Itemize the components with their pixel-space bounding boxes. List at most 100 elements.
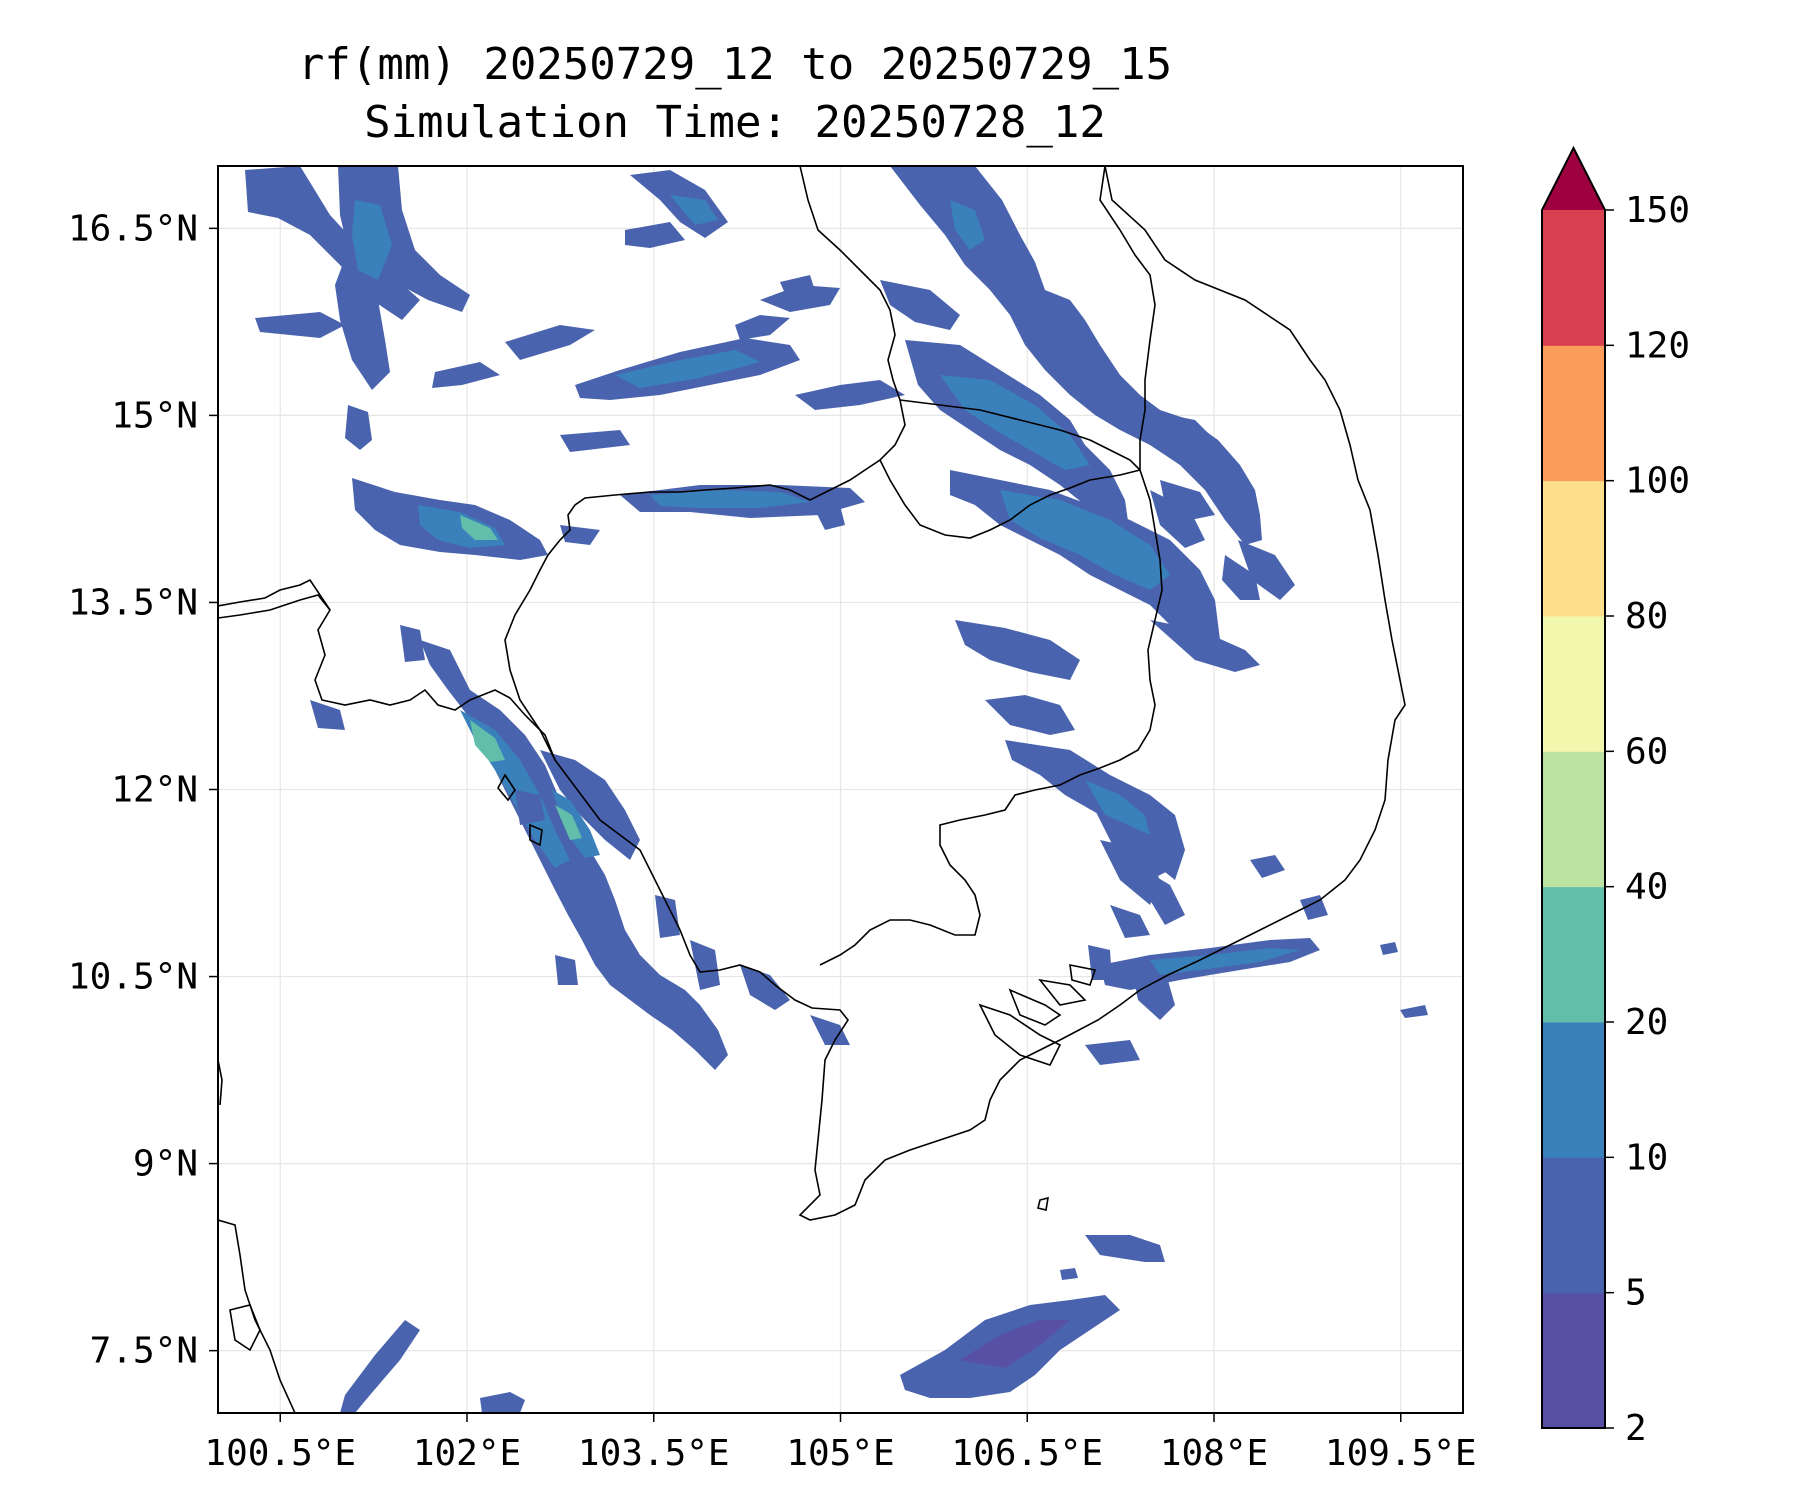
rain-area	[1400, 1005, 1428, 1018]
coastline	[978, 1003, 1062, 1066]
rain-area	[400, 625, 425, 662]
rain-area	[1085, 1040, 1140, 1065]
coastline	[1069, 963, 1097, 986]
rain-area	[480, 1392, 525, 1413]
coastline	[529, 823, 543, 847]
rain-area	[1100, 840, 1160, 905]
rain-area	[1145, 410, 1240, 485]
x-tick-label: 100.5°E	[204, 1433, 356, 1474]
y-axis-ticks: 16.5°N 15°N 13.5°N 12°N 10.5°N 9°N 7.5°N	[68, 208, 218, 1372]
rain-area	[670, 195, 718, 225]
rain-area	[880, 280, 960, 330]
rain-area	[1110, 905, 1150, 938]
x-tick-label: 109.5°E	[1325, 1433, 1477, 1474]
rain-area	[352, 200, 392, 280]
colorbar-segment	[1542, 480, 1605, 617]
colorbar-tick-label: 100	[1625, 461, 1690, 502]
rain-area	[540, 750, 640, 860]
rain-area	[650, 490, 810, 508]
rain-area	[955, 620, 1080, 680]
rain-area	[560, 430, 630, 452]
colorbar-segment	[1542, 751, 1605, 888]
y-tick-label: 7.5°N	[90, 1331, 198, 1372]
coastline	[229, 1304, 261, 1352]
rain-area	[615, 350, 760, 388]
y-tick-label: 10.5°N	[68, 957, 198, 998]
x-tick-label: 102°E	[413, 1433, 521, 1474]
rain-area	[815, 505, 845, 530]
map-panel: 100.5°E 102°E 103.5°E 105°E 106.5°E 108°E 109.…	[68, 165, 1477, 1474]
colorbar-tick-label: 40	[1625, 867, 1668, 908]
x-tick-label: 105°E	[786, 1433, 894, 1474]
rain-area	[780, 275, 818, 305]
rain-area	[1150, 948, 1300, 975]
colorbar-segment	[1542, 210, 1605, 346]
y-tick-label: 13.5°N	[68, 582, 198, 623]
rain-area	[625, 222, 685, 248]
colorbar-tick-label: 20	[1625, 1002, 1668, 1043]
colorbar-tick-label: 60	[1625, 731, 1668, 772]
rain-area	[345, 405, 372, 450]
rain-area	[1160, 480, 1215, 520]
rain-area	[340, 1320, 420, 1413]
colorbar-tick-label: 2	[1625, 1408, 1647, 1449]
map-title: rf(mm) 20250729_12 to 20250729_15 Simula…	[0, 36, 1470, 152]
country-border	[819, 469, 1163, 966]
rain-area	[1150, 620, 1260, 672]
y-tick-label: 12°N	[111, 770, 198, 811]
rain-area	[1380, 942, 1398, 955]
colorbar-extend-arrow	[1542, 148, 1605, 210]
rain-area	[1060, 1268, 1078, 1280]
rain-area	[552, 790, 600, 858]
rain-area	[555, 955, 578, 985]
rain-area	[1222, 555, 1260, 600]
rain-area	[740, 965, 790, 1010]
rain-area	[795, 380, 905, 410]
colorbar-outline	[1541, 145, 1606, 1429]
rain-area	[1300, 895, 1328, 920]
country-border	[879, 459, 1141, 539]
rain-area	[255, 312, 345, 338]
coastline	[497, 773, 516, 802]
colorbar-tick-label: 80	[1625, 596, 1668, 637]
country-border	[218, 578, 331, 611]
rain-area	[950, 200, 985, 250]
rain-area	[555, 805, 582, 840]
coastline	[1038, 978, 1087, 1006]
rain-area	[960, 1320, 1070, 1368]
rain-area	[460, 515, 498, 540]
colorbar-segment	[1542, 886, 1605, 1023]
colorbar-tick-label: 10	[1625, 1137, 1668, 1178]
rain-area	[890, 166, 1262, 545]
rain-area	[690, 940, 720, 990]
rain-area	[655, 895, 680, 938]
colorbar-tick-label: 120	[1625, 325, 1690, 366]
rain-area	[505, 325, 595, 360]
rain-area	[735, 315, 790, 340]
colorbar-tick-label: 150	[1625, 190, 1690, 231]
colorbar-segment	[1542, 1022, 1605, 1158]
coastlines-and-borders	[218, 166, 1406, 1413]
y-tick-label: 9°N	[133, 1144, 198, 1185]
rain-area	[1250, 855, 1285, 878]
colorbar-segment	[1542, 616, 1605, 752]
country-border	[899, 399, 1141, 471]
y-tick-label: 15°N	[111, 395, 198, 436]
x-tick-label: 103.5°E	[578, 1433, 730, 1474]
rain-area	[470, 720, 505, 762]
colorbar: 2 5 10 20 40 60 80 100 120 150	[1541, 145, 1690, 1449]
title-line-1: rf(mm) 20250729_12 to 20250729_15	[297, 39, 1173, 90]
coastline	[1008, 988, 1062, 1026]
x-axis-ticks: 100.5°E 102°E 103.5°E 105°E 106.5°E 108°E 109.…	[204, 1413, 1477, 1474]
rain-area	[940, 375, 1090, 470]
rain-area	[1085, 1235, 1165, 1262]
coastline	[1037, 1196, 1049, 1211]
rain-area	[310, 700, 345, 730]
x-tick-label: 108°E	[1160, 1433, 1268, 1474]
rain-area	[432, 362, 500, 388]
rain-area	[1000, 490, 1170, 590]
y-tick-label: 16.5°N	[68, 208, 198, 249]
rain-area	[985, 695, 1075, 735]
coastline	[218, 166, 1406, 1221]
